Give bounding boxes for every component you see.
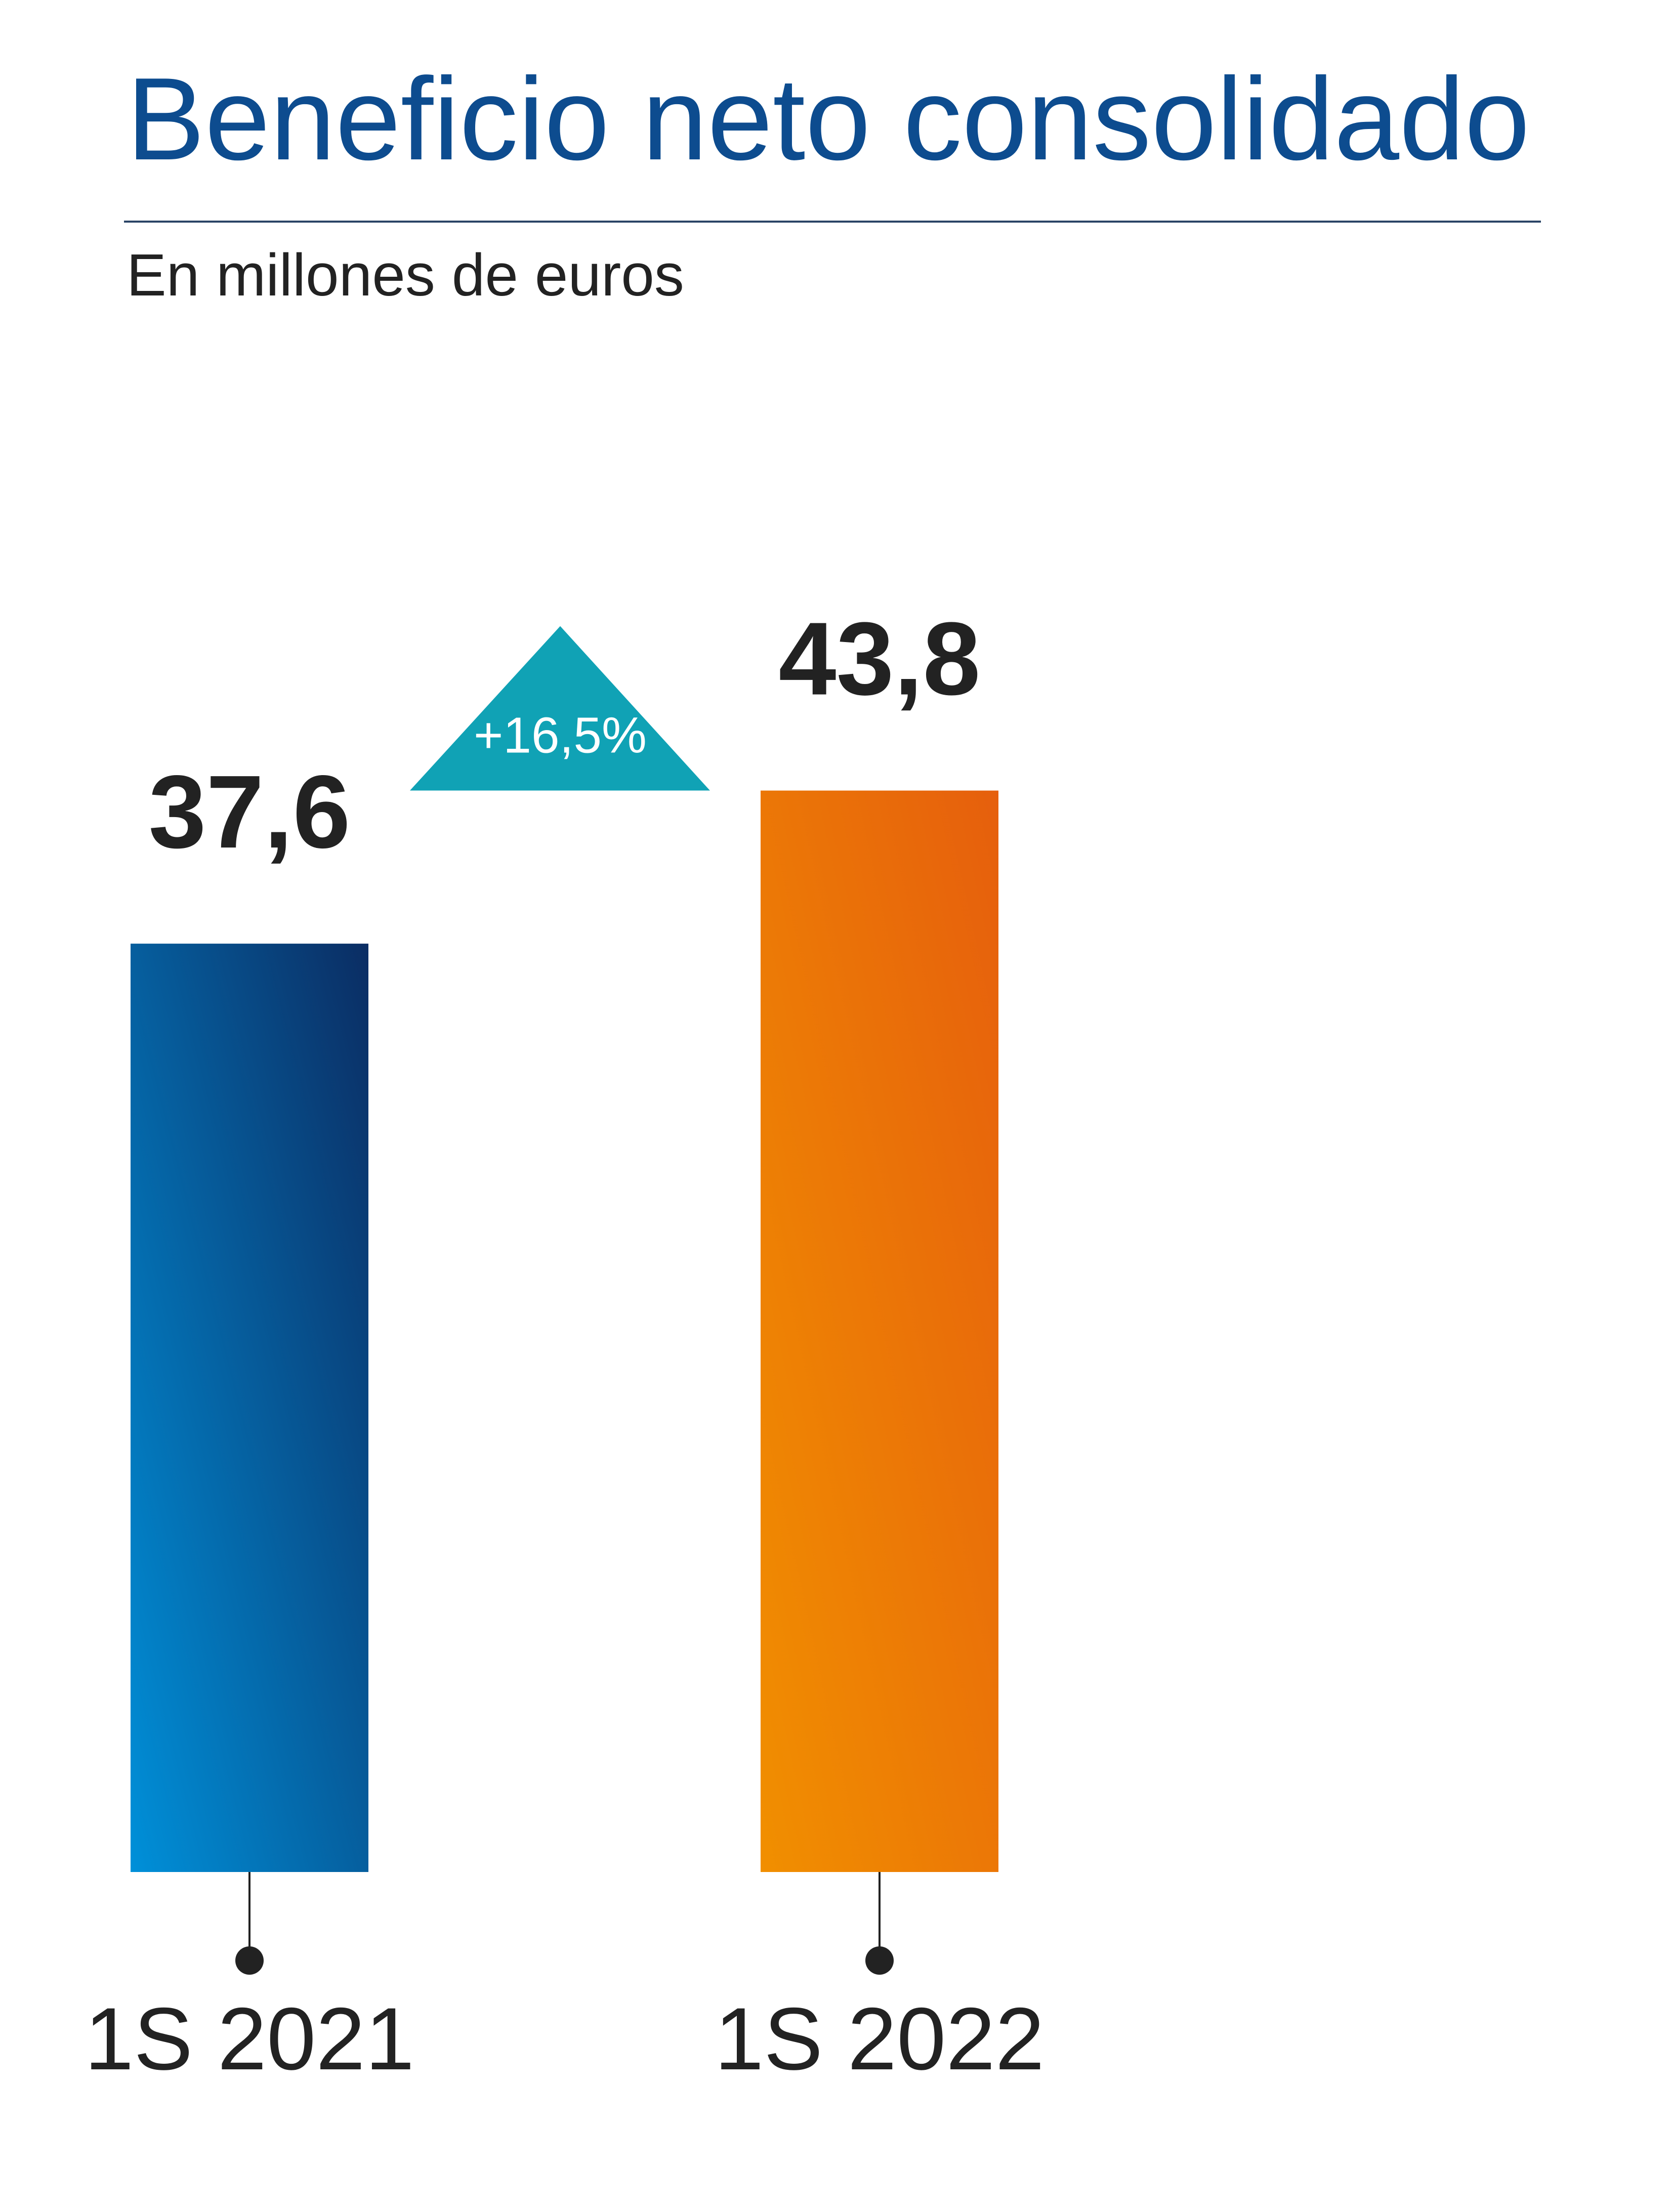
change-triangle — [410, 626, 710, 791]
category-label: 1S 2022 — [715, 1990, 1044, 2089]
title-divider — [124, 221, 1541, 223]
change-label: +16,5% — [474, 707, 647, 764]
category-marker-dot — [235, 1946, 264, 1975]
category-marker-dot — [865, 1946, 894, 1975]
category-label: 1S 2021 — [85, 1990, 414, 2089]
chart-subtitle: En millones de euros — [127, 242, 684, 309]
bars-layer: 37,6 1S 2021 43,8 1S 2022 — [85, 601, 1044, 2089]
value-label: 37,6 — [149, 754, 351, 870]
bar-1s-2022 — [761, 790, 998, 1872]
value-label: 43,8 — [779, 601, 981, 717]
bar-1s-2021 — [131, 944, 368, 1872]
change-badge: +16,5% — [410, 626, 710, 791]
chart-title: Beneficio neto consolidado — [127, 54, 1530, 185]
